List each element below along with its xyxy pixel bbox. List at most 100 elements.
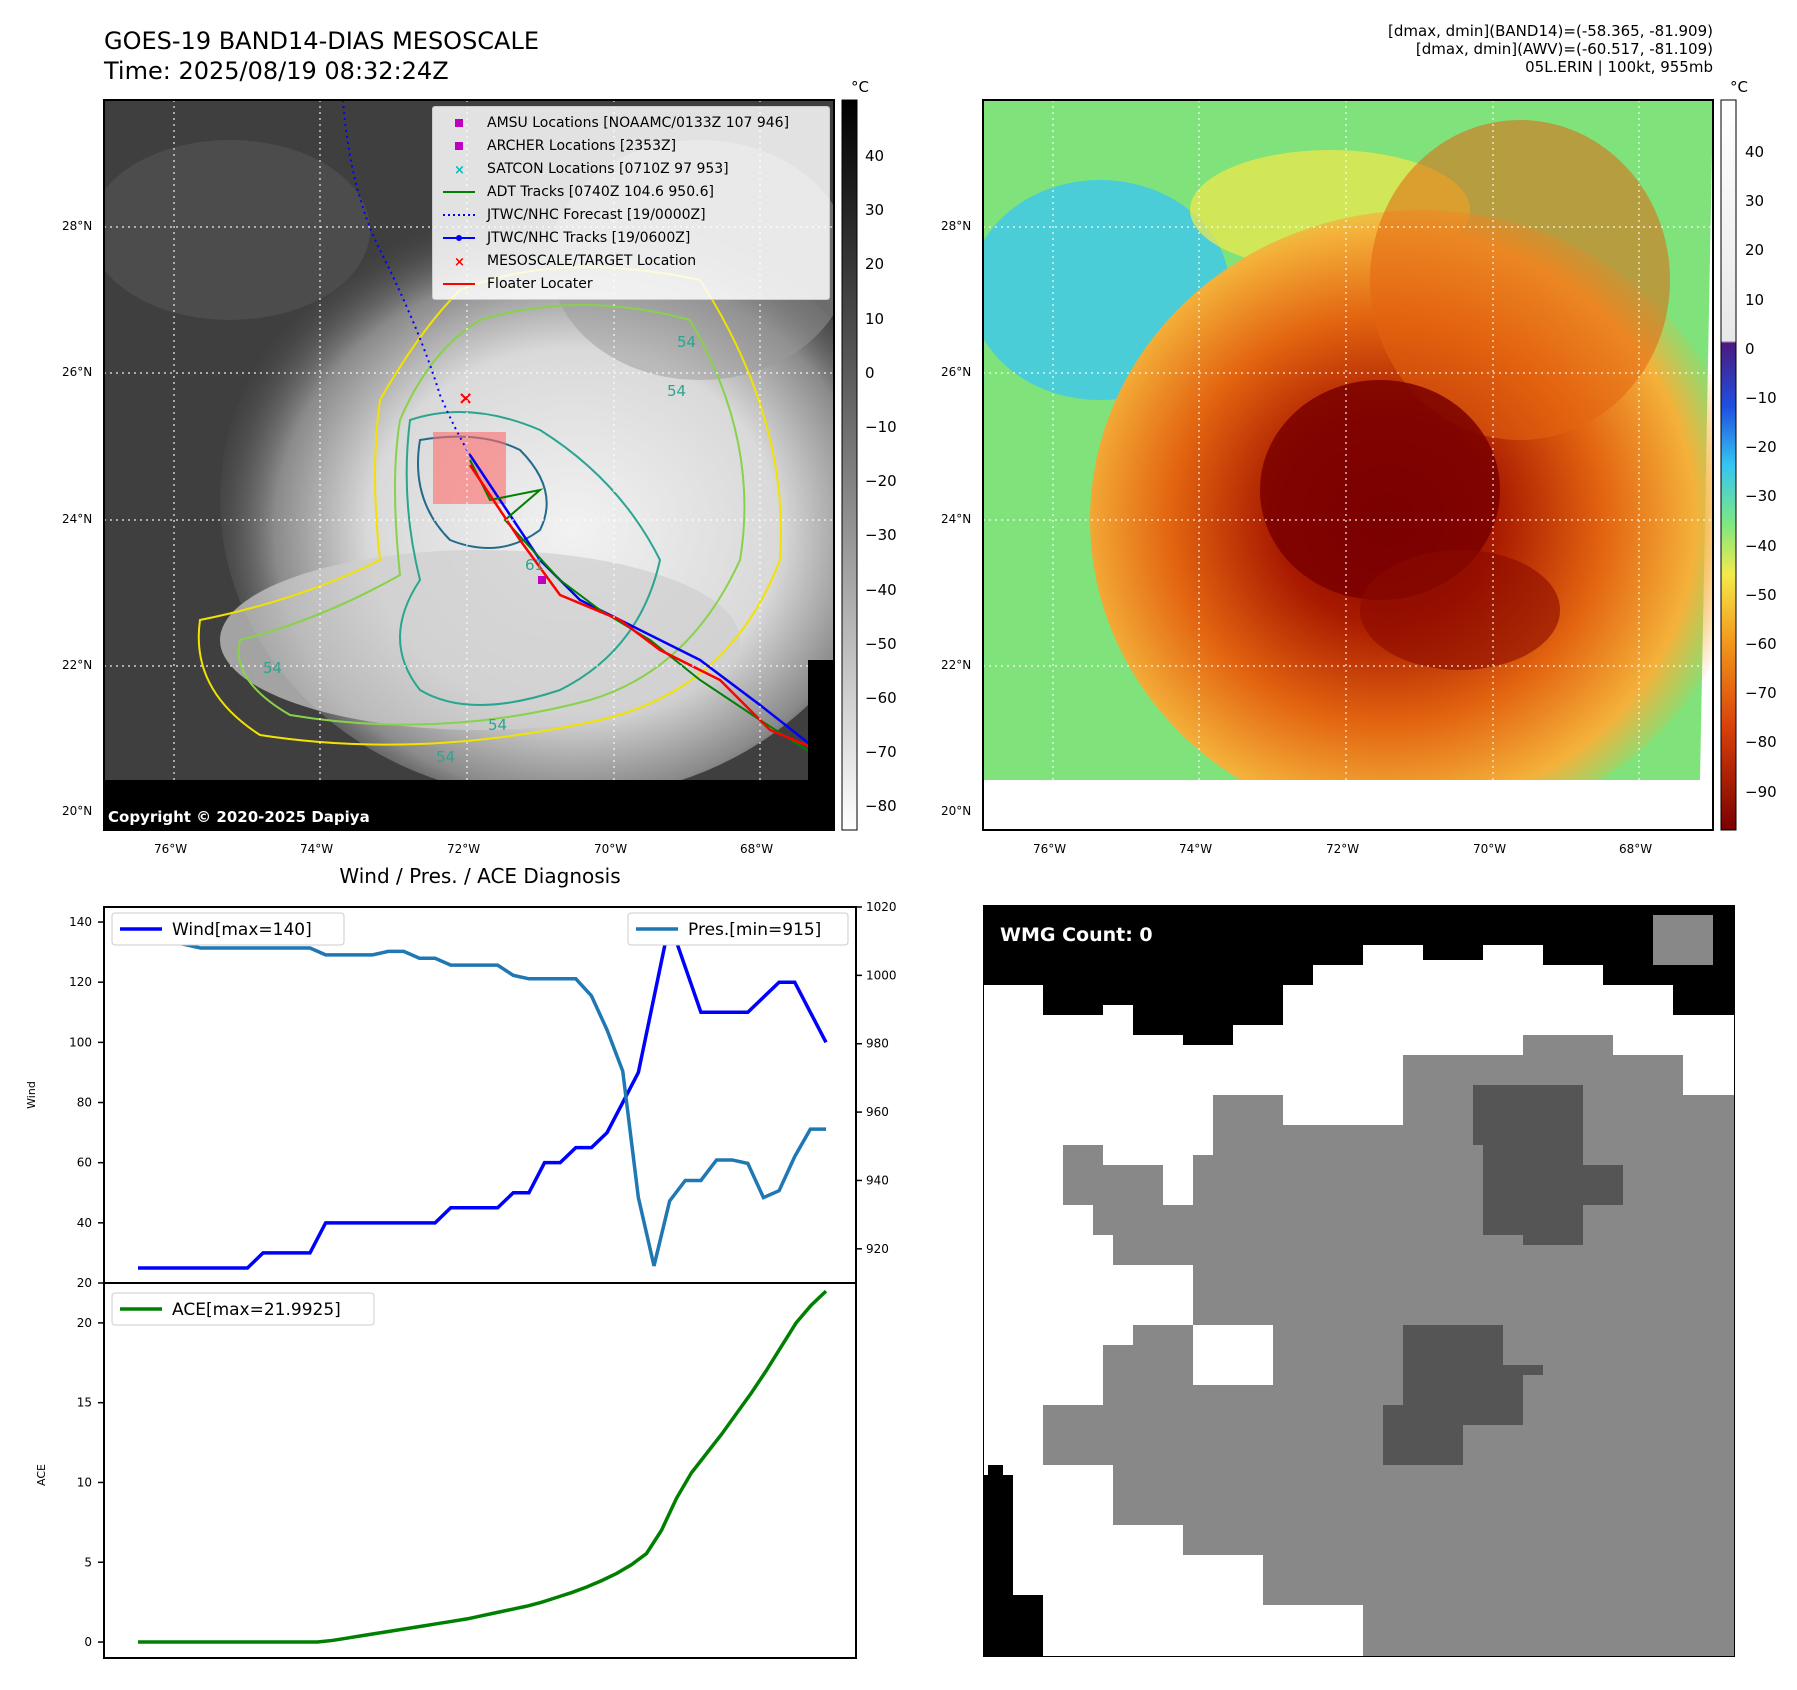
lat-tick-label: 24°N xyxy=(62,512,93,526)
ir-colorbar-tick: −20 xyxy=(865,472,897,491)
lat-tick-label: 22°N xyxy=(941,658,972,672)
ace-y-tick-label: 20 xyxy=(77,1316,92,1330)
contour-label: 54 xyxy=(677,333,696,351)
svg-text:Pres.[min=915]: Pres.[min=915] xyxy=(688,920,821,940)
awv-colorbar-tick: −20 xyxy=(1745,438,1777,457)
legend-label: JTWC/NHC Forecast [19/0000Z] xyxy=(487,207,706,223)
legend-swatch xyxy=(443,191,475,193)
lon-tick-label: 70°W xyxy=(594,842,628,856)
ir-colorbar-tick: −30 xyxy=(865,526,897,545)
ir-colorbar-tick: −40 xyxy=(865,580,897,599)
wind-y-tick-label: 100 xyxy=(69,1035,92,1049)
map-panels-svg: × 54 54 54 54 54 61 xyxy=(103,99,1737,831)
wind-y-tick-label: 20 xyxy=(77,1276,92,1290)
legend-swatch xyxy=(455,142,463,150)
pressure-y-tick-label: 1000 xyxy=(866,968,897,982)
ir-colorbar-tick: −80 xyxy=(865,797,897,816)
ace-axis-label: ACE xyxy=(35,1464,48,1486)
wind-y-tick-label: 60 xyxy=(77,1156,92,1170)
lon-tick-label: 76°W xyxy=(154,842,188,856)
legend-swatch xyxy=(455,119,463,127)
ir-colorbar-tick: 0 xyxy=(865,363,875,382)
floater-track xyxy=(468,464,831,757)
legend-swatch xyxy=(443,235,475,241)
lat-tick-label: 26°N xyxy=(62,365,93,379)
lon-tick-label: 68°W xyxy=(1619,842,1653,856)
awv-colorbar-tick: −70 xyxy=(1745,684,1777,703)
legend-label: ADT Tracks [0740Z 104.6 950.6] xyxy=(487,184,714,200)
lon-tick-label: 68°W xyxy=(740,842,774,856)
legend-item: JTWC/NHC Forecast [19/0000Z] xyxy=(441,205,706,225)
legend-swatch xyxy=(443,283,475,285)
awv-colorbar-tick: 40 xyxy=(1745,143,1765,161)
wind-series-line xyxy=(138,915,828,1270)
wind-axis-label: Wind xyxy=(25,1081,38,1109)
ace-axes xyxy=(103,1282,857,1659)
awv-colorbar-tick: 10 xyxy=(1745,290,1765,309)
lat-tick-label: 28°N xyxy=(62,219,93,233)
ir-legend: AMSU Locations [NOAAMC/0133Z 107 946] ARC… xyxy=(432,106,830,300)
svg-text:Wind[max=140]: Wind[max=140] xyxy=(172,920,312,940)
ir-colorbar-unit: °C xyxy=(851,78,869,96)
diagnosis-title: Wind / Pres. / ACE Diagnosis xyxy=(339,864,621,888)
ace-y-tick-label: 10 xyxy=(77,1475,92,1489)
wmg-count-label: WMG Count: 0 xyxy=(1000,924,1153,946)
ir-colorbar-tick: 30 xyxy=(865,201,885,220)
stats-storm: 05L.ERIN | 100kt, 955mb xyxy=(1525,58,1713,76)
lon-tick-label: 74°W xyxy=(300,842,334,856)
wind-y-tick-label: 80 xyxy=(77,1096,92,1110)
legend-item: JTWC/NHC Tracks [19/0600Z] xyxy=(441,228,690,248)
lat-tick-label: 22°N xyxy=(62,658,93,672)
legend-item: × SATCON Locations [0710Z 97 953] xyxy=(441,159,729,179)
legend-item: × MESOSCALE/TARGET Location xyxy=(441,251,696,271)
ir-imagery: × xyxy=(104,100,834,830)
awv-colorbar-tick: 20 xyxy=(1745,241,1765,260)
ir-colorbar xyxy=(841,99,858,831)
awv-imagery xyxy=(983,100,1713,830)
legend-label: AMSU Locations [NOAAMC/0133Z 107 946] xyxy=(487,115,790,131)
diagnosis-chart: 2040608010012014092094096098010001020051… xyxy=(25,900,897,1659)
copyright-text: Copyright © 2020-2025 Dapiya xyxy=(108,808,370,826)
legend-item: ARCHER Locations [2353Z] xyxy=(441,136,676,156)
lat-tick-label: 24°N xyxy=(941,512,972,526)
legend-swatch: × xyxy=(454,163,465,176)
lat-tick-label: 26°N xyxy=(941,365,972,379)
contour-label: 54 xyxy=(667,382,686,400)
stats-awv: [dmax, dmin](AWV)=(-60.517, -81.109) xyxy=(1415,40,1713,58)
lon-tick-label: 74°W xyxy=(1179,842,1213,856)
legend-item: Floater Locater xyxy=(441,274,593,294)
wmg-panel xyxy=(983,905,1735,1657)
ace-legend: ACE[max=21.9925] xyxy=(111,1292,375,1326)
pressure-y-tick-label: 920 xyxy=(866,1242,889,1256)
ir-colorbar-tick: −10 xyxy=(865,418,897,436)
lat-tick-label: 20°N xyxy=(941,804,972,818)
legend-swatch: × xyxy=(454,255,465,268)
awv-colorbar-tick: −80 xyxy=(1745,733,1777,752)
ir-colorbar-tick: 40 xyxy=(865,147,885,165)
legend-label: Floater Locater xyxy=(487,276,593,292)
ir-colorbar-tick: 10 xyxy=(865,309,885,328)
awv-colorbar-tick: −10 xyxy=(1745,389,1777,407)
lon-tick-label: 76°W xyxy=(1033,842,1067,856)
ir-colorbar-tick: −50 xyxy=(865,634,897,653)
stats-band14: [dmax, dmin](BAND14)=(-58.365, -81.909) xyxy=(1388,22,1713,40)
pressure-y-tick-label: 940 xyxy=(866,1173,889,1187)
figure-title-line1: GOES-19 BAND14-DIAS MESOSCALE xyxy=(104,27,540,55)
lon-tick-label: 70°W xyxy=(1473,842,1507,856)
pressure-y-tick-label: 980 xyxy=(866,1037,889,1051)
legend-label: MESOSCALE/TARGET Location xyxy=(487,253,697,269)
awv-colorbar-tick: −60 xyxy=(1745,635,1777,653)
awv-colorbar-tick: −50 xyxy=(1745,585,1777,604)
figure-title-line2: Time: 2025/08/19 08:32:24Z xyxy=(104,57,449,85)
mesoscale-marker: × xyxy=(458,388,473,409)
awv-colorbar-tick: −30 xyxy=(1745,487,1777,506)
lon-tick-label: 72°W xyxy=(447,842,481,856)
best-track xyxy=(468,454,831,761)
wind-y-tick-label: 40 xyxy=(77,1216,92,1230)
lon-tick-label: 72°W xyxy=(1326,842,1360,856)
pressure-y-tick-label: 1020 xyxy=(866,900,897,914)
legend-swatch xyxy=(443,214,475,216)
awv-colorbar-unit: °C xyxy=(1730,78,1748,96)
svg-text:×: × xyxy=(454,255,465,268)
forecast-track xyxy=(342,100,471,456)
